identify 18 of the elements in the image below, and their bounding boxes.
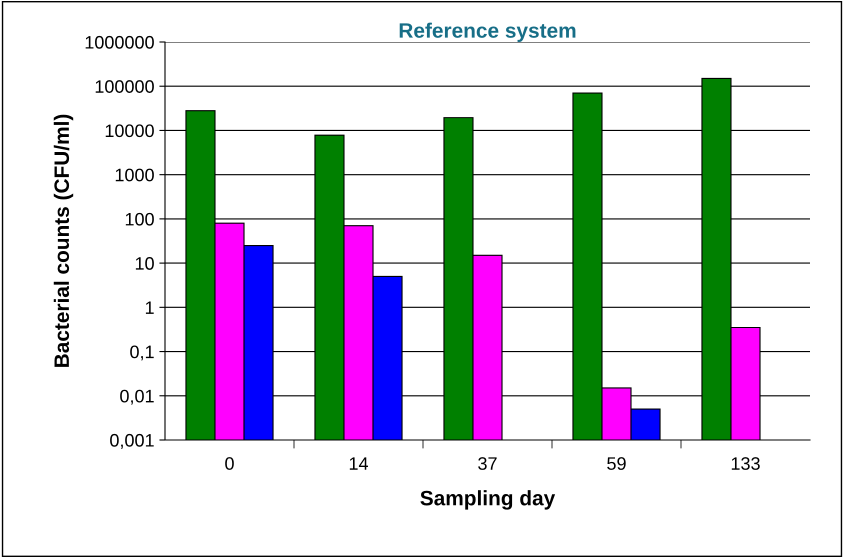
- x-tick-label: 0: [225, 457, 234, 470]
- chart-title: Reference system: [400, 22, 576, 42]
- x-tick-label: 14: [350, 457, 368, 470]
- x-tick-label: 37: [478, 457, 497, 470]
- x-axis-title: Sampling day: [420, 490, 556, 510]
- y-tick-label: 1000000: [86, 36, 154, 49]
- y-tick-label: 1000: [116, 168, 154, 182]
- y-axis-title: Bacterial counts (CFU/ml): [54, 114, 74, 367]
- y-tick-label: 0,1: [130, 345, 154, 360]
- y-tick-label: 0,001: [110, 434, 154, 449]
- y-tick-label: 100: [126, 212, 154, 226]
- x-tick-label: 133: [732, 457, 760, 470]
- x-tick-label: 59: [607, 457, 626, 470]
- y-tick-label: 100000: [96, 80, 154, 93]
- y-tick-label: 1: [146, 301, 154, 314]
- y-tick-label: 0,01: [120, 390, 154, 405]
- y-tick-label: 10: [136, 257, 154, 270]
- y-tick-label: 10000: [106, 124, 154, 138]
